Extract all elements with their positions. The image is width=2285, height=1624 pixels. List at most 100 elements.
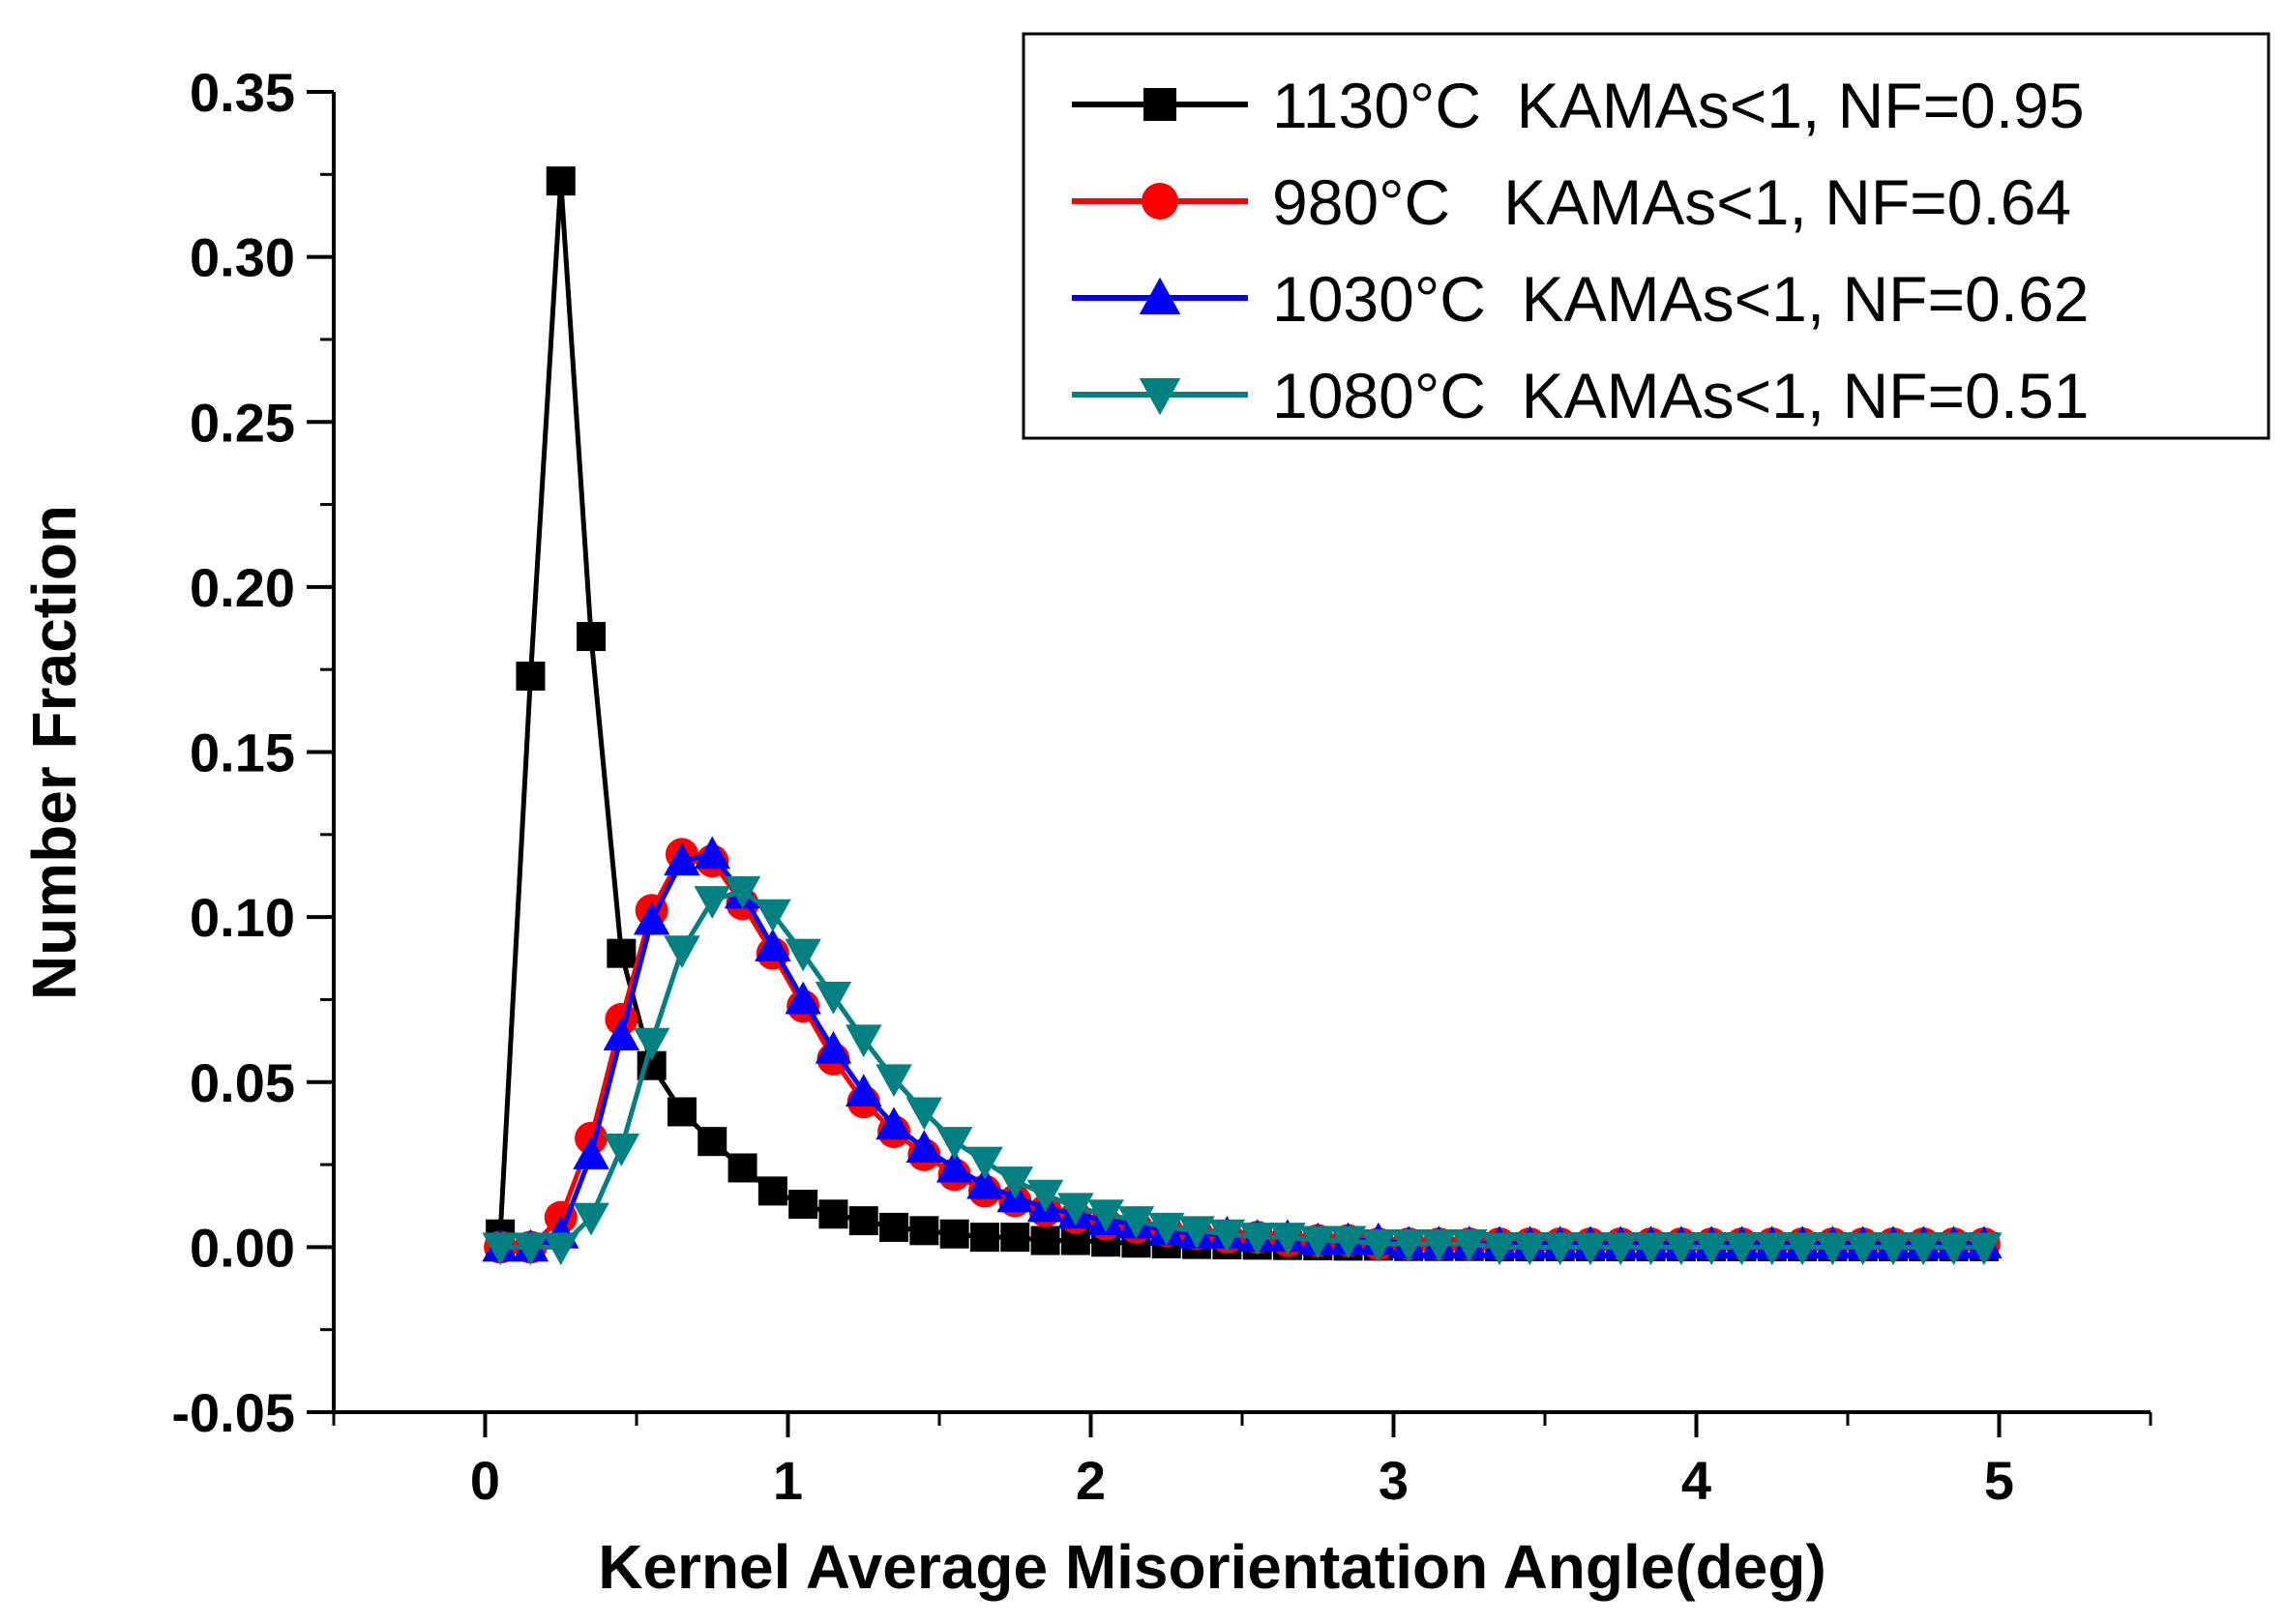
data-point — [846, 1074, 882, 1107]
x-tick-label: 3 — [1379, 1450, 1409, 1511]
data-point — [1572, 1232, 1609, 1266]
data-point — [1030, 1225, 1060, 1255]
data-point — [785, 938, 821, 972]
legend-marker — [1143, 88, 1176, 121]
x-tick-label: 2 — [1076, 1450, 1106, 1511]
series-line — [500, 888, 1984, 1250]
y-tick-label: 0.10 — [190, 887, 295, 948]
data-point — [905, 1097, 943, 1131]
data-point — [1814, 1232, 1852, 1266]
data-point — [966, 1166, 1003, 1199]
data-point — [603, 1018, 640, 1050]
data-point — [664, 842, 700, 876]
data-point — [577, 622, 607, 652]
data-point — [1875, 1232, 1912, 1266]
data-point — [935, 1127, 973, 1160]
y-tick-label: 0.00 — [190, 1217, 295, 1278]
data-point — [1269, 1223, 1306, 1255]
data-point — [996, 1166, 1033, 1199]
data-point — [543, 1232, 579, 1266]
data-point — [516, 662, 546, 692]
data-point — [697, 1127, 727, 1157]
series-layer — [482, 166, 2003, 1266]
data-point — [909, 1216, 939, 1246]
data-point — [1784, 1232, 1821, 1266]
data-point — [1000, 1223, 1030, 1253]
data-point — [757, 1176, 787, 1206]
data-point — [694, 886, 730, 919]
y-tick-label: 0.20 — [190, 557, 295, 618]
data-point — [788, 1190, 818, 1220]
y-tick-label: 0.30 — [190, 227, 295, 288]
series-line — [500, 851, 1984, 1250]
data-point — [1208, 1219, 1246, 1253]
data-point — [785, 981, 821, 1015]
axes-layer: -0.05 0.00 0.05 0.10 0.15 0.20 0.25 0.30 0.35 0 1 2… — [171, 62, 2152, 1511]
data-point — [724, 875, 761, 909]
legend-marker — [1142, 183, 1178, 220]
data-point — [633, 901, 670, 935]
data-point — [694, 836, 730, 870]
y-tick-label: 0.05 — [190, 1052, 295, 1113]
legend-label: 980°C KAMAs<1, NF=0.64 — [1272, 166, 2071, 238]
data-point — [1420, 1228, 1458, 1262]
data-point — [1390, 1228, 1427, 1262]
data-point — [1844, 1232, 1882, 1266]
data-point — [1632, 1232, 1670, 1266]
data-point — [633, 1027, 670, 1061]
data-point — [1511, 1232, 1549, 1266]
data-point — [969, 1223, 999, 1253]
legend-entry-4: 1080°C KAMAs<1, NF=0.51 — [1072, 360, 2090, 431]
data-point — [1966, 1232, 2003, 1266]
data-point — [1481, 1232, 1518, 1266]
legend-label: 1130°C KAMAs<1, NF=0.95 — [1272, 70, 2085, 141]
legend-entry-3: 1030°C KAMAs<1, NF=0.62 — [1072, 263, 2090, 335]
data-point — [1299, 1225, 1336, 1259]
data-point — [1057, 1193, 1094, 1226]
data-point — [1329, 1225, 1367, 1259]
data-point — [1178, 1216, 1215, 1250]
data-point — [573, 1137, 609, 1169]
data-point — [1905, 1232, 1942, 1266]
series-4 — [482, 875, 2003, 1266]
data-point — [875, 1064, 912, 1098]
data-point — [935, 1149, 973, 1183]
data-point — [1148, 1212, 1185, 1246]
data-point — [755, 899, 791, 932]
legend-label: 1080°C KAMAs<1, NF=0.51 — [1272, 360, 2090, 431]
data-point — [815, 1030, 852, 1064]
x-axis-title: Kernel Average Misorientation Angle(deg) — [598, 1532, 1826, 1602]
data-point — [875, 1107, 912, 1140]
data-point — [1935, 1232, 1973, 1266]
y-tick-label: 0.15 — [190, 723, 295, 783]
data-point — [603, 1134, 640, 1166]
data-point — [939, 1219, 969, 1249]
legend-entry-1: 1130°C KAMAs<1, NF=0.95 — [1072, 70, 2085, 141]
legend-entry-2: 980°C KAMAs<1, NF=0.64 — [1072, 166, 2071, 238]
data-point — [1723, 1232, 1761, 1266]
x-tick-label: 0 — [470, 1450, 500, 1511]
data-point — [546, 166, 576, 196]
data-point — [846, 1024, 882, 1058]
data-point — [966, 1146, 1003, 1180]
legend-box — [1022, 32, 2270, 440]
y-tick-label: -0.05 — [171, 1382, 295, 1443]
data-point — [818, 1199, 848, 1229]
y-axis-title: Number Fraction — [19, 505, 89, 1000]
data-point — [573, 1202, 609, 1236]
data-point — [1117, 1206, 1155, 1239]
legend-marker — [1139, 277, 1181, 314]
x-tick-label: 1 — [773, 1450, 803, 1511]
y-tick-label: 0.35 — [190, 62, 295, 123]
legend-label: 1030°C KAMAs<1, NF=0.62 — [1272, 263, 2090, 335]
data-point — [512, 1232, 549, 1266]
series-line — [500, 851, 1984, 1250]
data-point — [1451, 1228, 1488, 1262]
data-point — [1693, 1232, 1730, 1266]
data-point — [482, 1232, 519, 1266]
data-point — [664, 935, 700, 968]
data-point — [607, 938, 637, 968]
data-point — [755, 929, 791, 961]
data-point — [1087, 1199, 1124, 1232]
